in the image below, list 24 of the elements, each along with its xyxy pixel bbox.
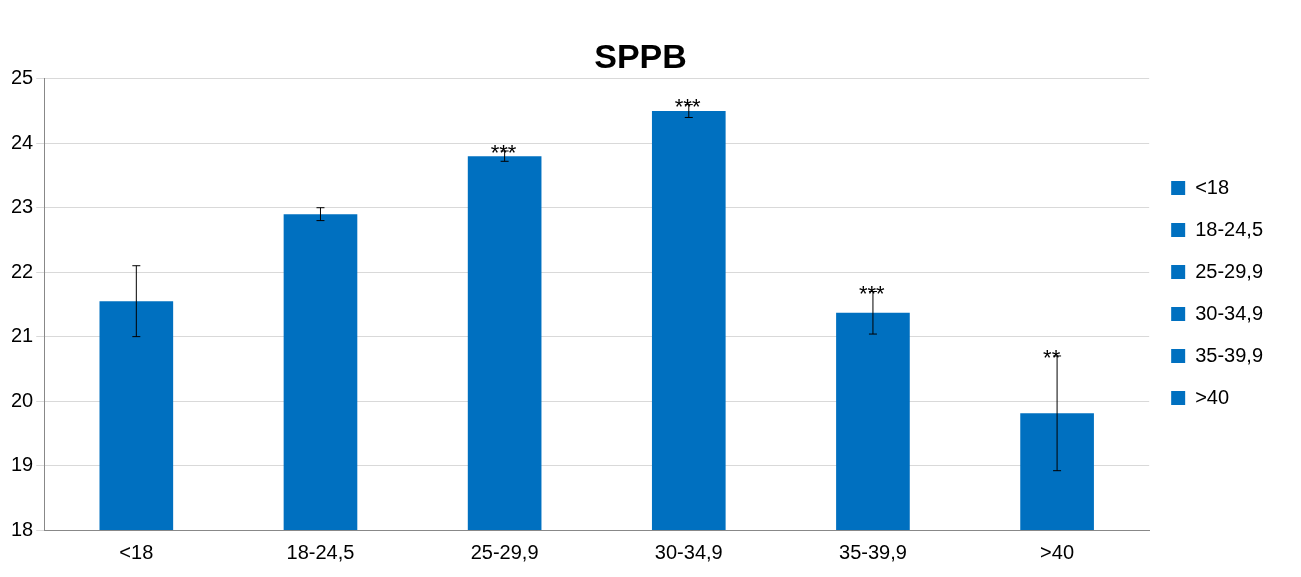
y-tick-label: 20 <box>11 388 34 411</box>
chart-title: SPPB <box>594 36 687 75</box>
annotation: *** <box>490 140 517 166</box>
legend-label: 30-34,9 <box>1195 301 1264 324</box>
y-tick-label: 24 <box>11 130 34 153</box>
y-tick-label: 19 <box>11 453 34 476</box>
x-tick-label: <18 <box>119 540 154 563</box>
annotation: *** <box>674 93 701 119</box>
y-tick-label: 25 <box>11 66 34 89</box>
legend-label: >40 <box>1195 385 1230 408</box>
x-tick-label: 30-34,9 <box>654 540 723 563</box>
annotation: ** <box>1043 345 1061 371</box>
legend-label: <18 <box>1195 175 1230 198</box>
y-tick-label: 22 <box>11 259 34 282</box>
legend-label: 35-39,9 <box>1195 343 1264 366</box>
legend-label: 25-29,9 <box>1195 259 1264 282</box>
x-tick-label: 35-39,9 <box>839 540 907 563</box>
y-tick-label: 23 <box>11 195 34 218</box>
y-tick-label: 21 <box>11 324 34 347</box>
x-tick-label: 25-29,9 <box>470 540 539 563</box>
y-tick-label: 18 <box>11 517 34 540</box>
x-tick-label: 18-24,5 <box>286 540 355 563</box>
legend-label: 18-24,5 <box>1195 217 1264 240</box>
x-tick-label: >40 <box>1040 540 1075 563</box>
